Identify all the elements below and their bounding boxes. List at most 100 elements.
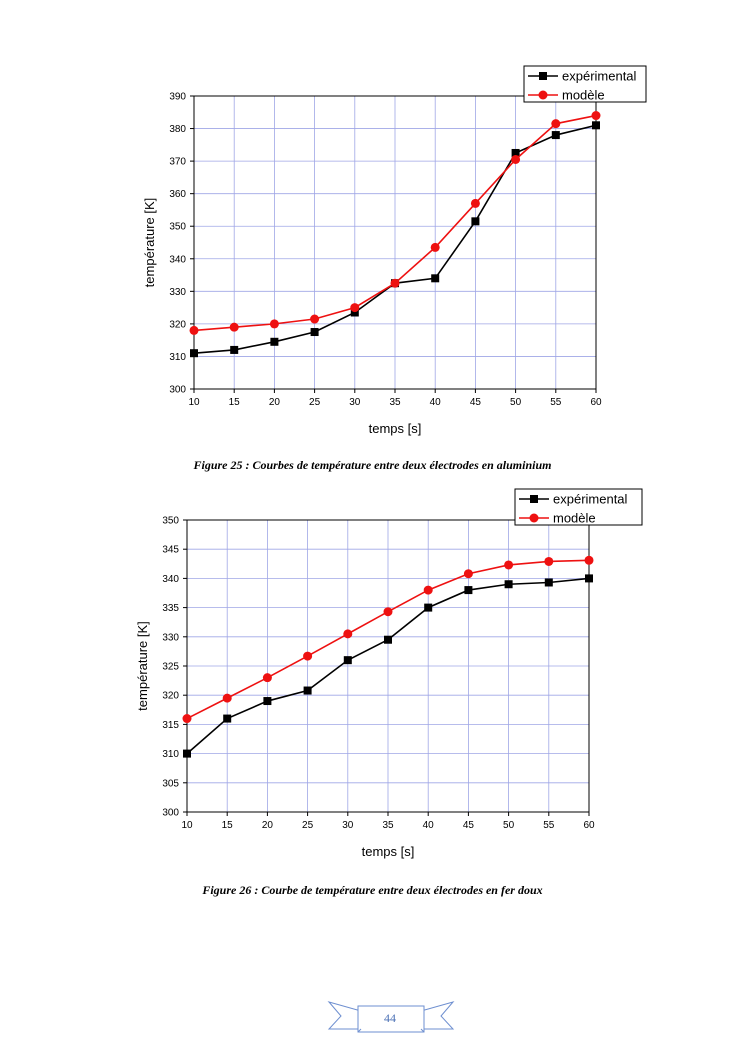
y-tick-label: 325 [162,662,179,673]
y-tick-label: 300 [162,808,179,819]
x-tick-label: 15 [229,397,241,408]
x-tick-label: 10 [181,820,193,831]
y-axis-title: température [K] [142,198,157,288]
data-point-model [310,314,320,324]
y-tick-label: 340 [169,254,186,265]
y-tick-label: 305 [162,778,179,789]
x-tick-label: 30 [349,397,361,408]
data-point-experimental [464,586,473,595]
y-tick-label: 390 [169,92,186,103]
y-tick-label: 340 [162,574,179,585]
legend-label: expérimental [562,69,637,84]
data-point-model [350,303,360,313]
data-point-experimental [263,697,272,706]
y-axis-title: température [K] [135,621,150,711]
y-tick-label: 370 [169,157,186,168]
x-tick-label: 35 [382,820,394,831]
page-number: 44 [384,1011,396,1025]
data-point-model [544,556,554,566]
data-point-experimental [551,131,560,140]
data-point-model [222,693,232,703]
y-tick-label: 300 [169,385,186,396]
data-point-experimental [592,121,600,130]
page-number-banner-icon [327,1001,455,1033]
data-point-model [430,242,440,252]
data-point-model [229,322,239,332]
legend-marker-circle [529,513,539,523]
data-point-model [504,560,514,570]
legend-marker-square [530,495,538,503]
data-point-model [343,629,353,639]
data-point-experimental [504,580,513,589]
data-point-experimental [270,337,279,346]
legend-label: expérimental [553,492,628,507]
legend-label: modèle [562,88,605,103]
figure-26-caption: Figure 26 : Courbe de température entre … [202,883,543,897]
data-point-model [390,278,400,288]
y-tick-label: 310 [169,352,186,363]
data-point-model [303,651,313,661]
data-point-model [551,119,561,129]
x-tick-label: 20 [262,820,274,831]
y-tick-label: 335 [162,603,179,614]
data-point-model [262,673,272,683]
x-tick-label: 50 [503,820,515,831]
x-axis-title: temps [s] [362,844,415,859]
data-point-experimental [544,578,553,587]
data-point-model [584,555,594,565]
data-point-experimental [585,574,593,583]
data-point-model [189,325,199,335]
data-point-experimental [343,656,352,665]
x-tick-label: 20 [269,397,281,408]
x-tick-label: 30 [342,820,354,831]
legend-label: modèle [553,511,596,526]
x-tick-label: 55 [543,820,555,831]
x-tick-label: 25 [309,397,321,408]
data-point-experimental [230,345,239,354]
x-tick-label: 55 [550,397,562,408]
chart-figure-25: 10 15 20 25 30 35 40 45 50 55 60 300 310 320 330 340 350… [142,65,647,436]
y-tick-label: 350 [162,516,179,527]
data-point-experimental [431,274,440,283]
data-point-model [423,585,433,595]
y-tick-label: 310 [162,749,179,760]
y-tick-label: 380 [169,124,186,135]
y-tick-label: 330 [162,632,179,643]
data-point-model [182,714,192,724]
x-tick-label: 25 [302,820,314,831]
y-tick-label: 315 [162,720,179,731]
y-tick-label: 350 [169,222,186,233]
legend-marker-circle [538,90,548,100]
y-tick-label: 330 [169,287,186,298]
x-tick-label: 60 [583,820,595,831]
data-point-model [591,111,601,121]
data-point-experimental [350,308,359,317]
data-point-model [470,198,480,208]
x-tick-label: 50 [510,397,522,408]
data-point-model [269,319,279,329]
data-point-experimental [310,328,319,337]
chart-figure-26: 10 15 20 25 30 35 40 45 50 55 60 300 305 310 315 320 325… [135,488,643,859]
data-point-experimental [511,148,520,157]
data-point-experimental [183,749,191,758]
y-tick-label: 345 [162,545,179,556]
legend-marker-square [539,72,547,80]
x-tick-label: 10 [188,397,200,408]
data-point-experimental [471,217,480,226]
x-tick-label: 35 [389,397,401,408]
y-tick-label: 320 [162,691,179,702]
x-tick-label: 40 [423,820,435,831]
data-point-experimental [303,686,312,695]
data-point-model [463,569,473,579]
data-point-experimental [384,635,392,644]
y-tick-label: 360 [169,189,186,200]
x-tick-label: 15 [222,820,234,831]
y-tick-label: 320 [169,319,186,330]
data-point-experimental [190,349,198,358]
data-point-experimental [424,603,433,612]
data-point-model [383,607,393,617]
figure-25-caption: Figure 25 : Courbes de température entre… [193,458,552,472]
x-tick-label: 60 [590,397,602,408]
x-tick-label: 45 [470,397,482,408]
x-tick-label: 45 [463,820,475,831]
